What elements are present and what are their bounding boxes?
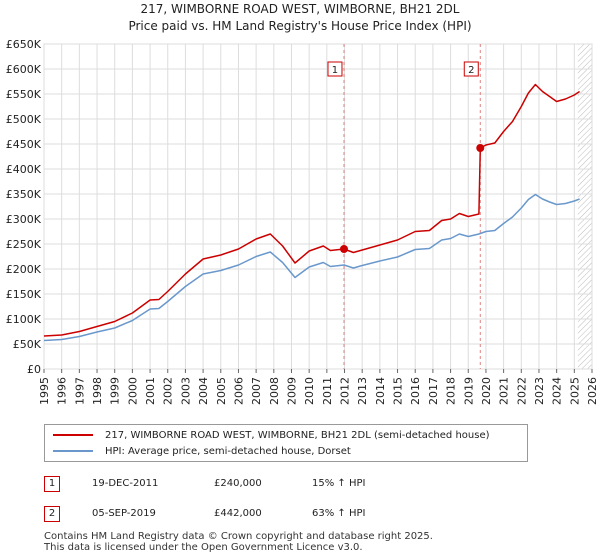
sale-label-box <box>463 61 479 77</box>
y-tick-label: £250K <box>6 238 42 251</box>
x-tick-label: 2003 <box>179 377 192 405</box>
x-tick-label: 2000 <box>126 377 139 405</box>
y-tick-label: £350K <box>6 188 42 201</box>
x-tick-label: 2002 <box>162 377 175 405</box>
footer: Contains HM Land Registry data © Crown c… <box>44 531 433 553</box>
sale-price: £442,000 <box>214 508 262 519</box>
price-chart: £0 £50K £100K £150K £200K £250K £300K £350K £400… <box>6 38 599 405</box>
x-tick-label: 2011 <box>321 377 334 405</box>
x-tick-label: 2012 <box>339 377 352 405</box>
x-tick-label: 2010 <box>303 377 316 405</box>
sale-label-number: 2 <box>468 65 474 76</box>
x-tick-label: 2004 <box>197 377 210 405</box>
x-tick-label: 2015 <box>392 377 405 405</box>
sale-price: £240,000 <box>214 478 262 489</box>
y-tick-label: £550K <box>6 88 42 101</box>
series-line-property <box>43 83 581 337</box>
sale-label-box <box>327 61 343 77</box>
sale-hpi-change: 63% ↑ HPI <box>312 508 366 519</box>
x-tick-label: 2023 <box>533 377 546 405</box>
footer-licence: This data is licensed under the Open Gov… <box>44 542 363 553</box>
sale-point <box>476 144 485 152</box>
x-tick-label: 2018 <box>445 377 458 405</box>
x-tick-label: 2007 <box>250 377 263 405</box>
y-tick-label: £650K <box>6 38 42 51</box>
sale-point <box>339 245 348 253</box>
y-tick-label: £200K <box>6 263 42 276</box>
x-tick-label: 2008 <box>268 377 281 405</box>
footer-copyright: Contains HM Land Registry data © Crown c… <box>44 531 433 542</box>
legend-label-hpi: HPI: Average price, semi-detached house,… <box>105 445 351 457</box>
x-tick-label: 2014 <box>374 377 387 405</box>
x-tick-label: 1998 <box>91 377 104 405</box>
x-tick-label: 2024 <box>551 377 564 405</box>
legend-item-hpi: HPI: Average price, semi-detached house,… <box>53 443 351 459</box>
chart-title: 217, WIMBORNE ROAD WEST, WIMBORNE, BH21 … <box>140 2 460 16</box>
x-tick-label: 2001 <box>144 377 157 405</box>
legend-swatch-hpi <box>53 450 93 452</box>
x-tick-label: 1997 <box>73 377 86 405</box>
sale-date: 05-SEP-2019 <box>92 508 156 519</box>
y-tick-label: £450K <box>6 138 42 151</box>
x-tick-label: 1996 <box>56 377 69 405</box>
sale-marker-badge: 1 <box>44 476 60 492</box>
legend-label-property: 217, WIMBORNE ROAD WEST, WIMBORNE, BH21 … <box>105 429 490 441</box>
forecast-region <box>577 44 592 369</box>
legend-swatch-property <box>53 434 93 436</box>
x-tick-label: 2020 <box>480 377 493 405</box>
y-tick-label: £0 <box>27 363 41 376</box>
legend: 217, WIMBORNE ROAD WEST, WIMBORNE, BH21 … <box>44 424 528 462</box>
x-tick-label: 2009 <box>285 377 298 405</box>
sale-date: 19-DEC-2011 <box>92 478 159 489</box>
x-tick-label: 2022 <box>515 377 528 405</box>
x-tick-label: 1995 <box>38 377 51 405</box>
x-tick-label: 2006 <box>232 377 245 405</box>
x-tick-label: 2021 <box>498 377 511 405</box>
x-tick-label: 2026 <box>586 377 599 405</box>
y-tick-label: £500K <box>6 113 42 126</box>
y-tick-label: £300K <box>6 213 42 226</box>
y-tick-label: £150K <box>6 288 42 301</box>
x-tick-label: 2025 <box>568 377 581 405</box>
y-tick-label: £100K <box>6 313 42 326</box>
sale-label-number: 1 <box>332 65 338 76</box>
sale-marker-badge: 2 <box>44 506 60 522</box>
y-tick-label: £50K <box>13 338 42 351</box>
x-tick-label: 2013 <box>356 377 369 405</box>
x-tick-label: 2019 <box>462 377 475 405</box>
x-tick-label: 1999 <box>109 377 122 405</box>
x-tick-label: 2017 <box>427 377 440 405</box>
plot-area <box>43 43 593 370</box>
x-tick-label: 2016 <box>409 377 422 405</box>
sale-hpi-change: 15% ↑ HPI <box>312 478 366 489</box>
y-tick-label: £400K <box>6 163 42 176</box>
series-line-hpi <box>43 193 580 342</box>
chart-subtitle: Price paid vs. HM Land Registry's House … <box>128 19 472 33</box>
x-tick-label: 2005 <box>215 377 228 405</box>
legend-item-property: 217, WIMBORNE ROAD WEST, WIMBORNE, BH21 … <box>53 427 490 443</box>
y-tick-label: £600K <box>6 63 42 76</box>
